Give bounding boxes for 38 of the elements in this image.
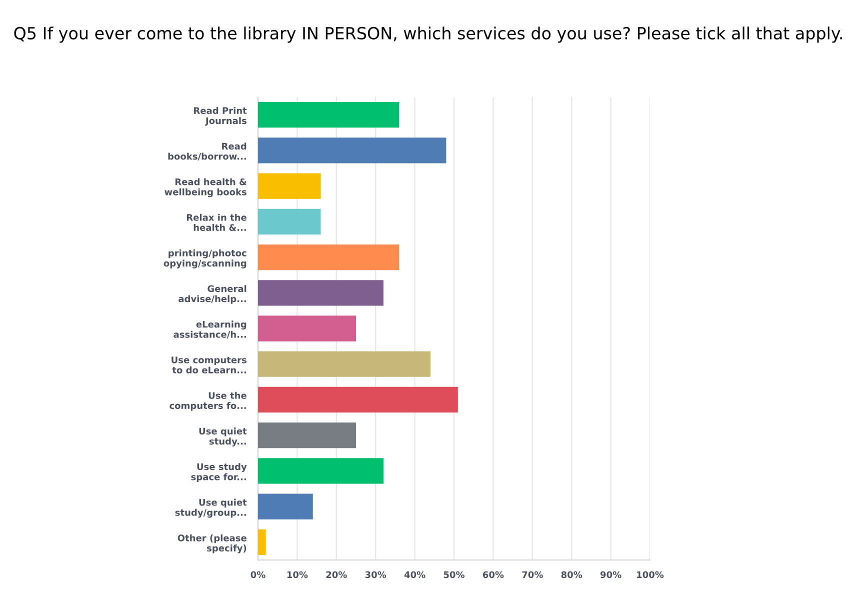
x-tick-label: 70% <box>522 571 543 578</box>
x-tick-label: 30% <box>365 571 386 578</box>
bar <box>258 316 356 342</box>
chart-title: Q5 If you ever come to the library IN PERSON, which services do you use? Please tick all that apply. <box>14 26 842 43</box>
x-tick-label: 10% <box>287 571 308 578</box>
y-tick-label: Read health & wellbeing books <box>164 178 247 198</box>
x-tick-label: 40% <box>404 571 426 578</box>
y-tick-label: eLearning assistance/h... <box>174 320 246 339</box>
y-tick-label: Relax in the health &... <box>186 214 246 231</box>
bar <box>258 173 321 199</box>
bar <box>258 494 313 520</box>
y-tick-label: Use quiet study/group... <box>175 498 247 518</box>
bar <box>258 102 400 128</box>
bar <box>258 422 356 448</box>
y-tick-label: Other (please specify) <box>178 534 246 554</box>
y-tick-label: Use quiet study... <box>199 428 247 446</box>
y-tick-label: printing/photoc opying/scanning <box>164 249 246 268</box>
bar <box>258 208 321 234</box>
x-tick-label: 80% <box>561 571 582 578</box>
x-tick-label: 90% <box>600 571 622 578</box>
y-tick-label: Use computers to do eLearn... <box>172 356 246 374</box>
y-tick-label: Use the computers fo... <box>170 392 246 411</box>
x-tick-label: 50% <box>444 571 465 578</box>
bar <box>258 529 266 556</box>
bar <box>258 386 458 413</box>
bar <box>258 351 430 377</box>
x-tick-label: 20% <box>326 571 347 578</box>
x-tick-label: 0% <box>250 571 266 578</box>
bar <box>258 244 400 270</box>
bar <box>258 280 384 306</box>
x-tick-label: 60% <box>482 571 504 578</box>
bar <box>258 138 446 164</box>
y-tick-label: General advise/help... <box>178 285 246 304</box>
x-tick-label: 100% <box>637 571 664 578</box>
bar <box>258 458 384 484</box>
y-tick-label: Use study space for... <box>191 463 247 482</box>
y-tick-label: Read books/borrow... <box>168 142 246 160</box>
y-tick-label: Read Print Journals <box>194 107 247 126</box>
